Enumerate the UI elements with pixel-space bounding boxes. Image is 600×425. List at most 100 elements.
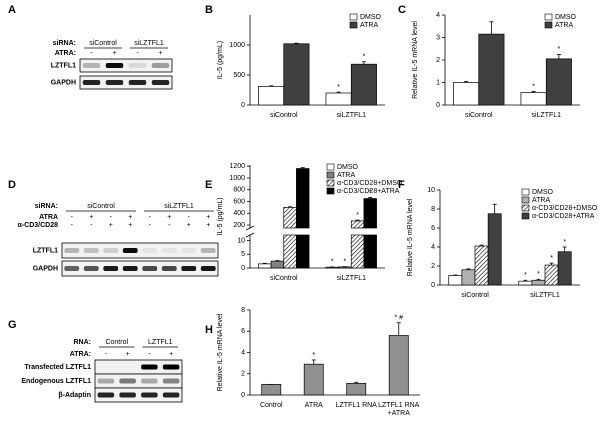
band — [128, 63, 147, 68]
lane-sign: - — [149, 222, 152, 229]
annotation: * — [331, 259, 334, 266]
annotation: * — [537, 271, 540, 278]
y-tick-label: 8 — [241, 307, 245, 314]
legend-label: α-CD3/CD28+DMSO — [337, 180, 403, 187]
legend-label: α-CD3/CD28+ATRA — [337, 188, 400, 195]
legend-label: ATRA — [532, 197, 550, 204]
annotation: * — [337, 84, 340, 91]
annotation: * — [532, 83, 535, 90]
bar — [261, 384, 282, 396]
blot-box — [61, 242, 219, 259]
x-tick-label: siControl — [270, 275, 298, 282]
legend-swatch — [544, 13, 553, 21]
band — [181, 248, 197, 253]
bar — [325, 92, 352, 106]
bar — [363, 234, 377, 269]
y-tick-label: 2 — [431, 263, 435, 270]
band — [151, 63, 170, 68]
bar — [338, 266, 352, 269]
legend-label: α-CD3/CD28+ATRA — [532, 213, 595, 220]
band-label: LZTFL1 — [33, 247, 58, 254]
panel-label: A — [8, 4, 16, 16]
band — [161, 248, 177, 253]
legend-label: ATRA — [555, 22, 573, 29]
x-tick-label: LZTFL1 RNA — [378, 402, 420, 409]
bar — [258, 263, 272, 269]
blot-row-label: ATRA: — [55, 50, 76, 57]
blot-row-label: siRNA: — [53, 40, 76, 47]
y-axis-label: Relative IL-5 mRNA level — [412, 21, 419, 99]
lane-sign: + — [112, 50, 116, 57]
y-tick-label: 1 — [436, 79, 440, 86]
legend-label: ATRA — [337, 172, 355, 179]
band — [200, 248, 216, 253]
bar — [296, 168, 310, 229]
band — [119, 392, 136, 398]
lane-sign: + — [109, 222, 113, 229]
lane-sign: - — [90, 50, 93, 57]
blot-group: LZTFL1 — [148, 339, 173, 346]
bar — [283, 234, 297, 269]
panel-label: C — [398, 4, 406, 16]
y-tick-label: 0 — [431, 282, 435, 289]
panel-label: E — [205, 179, 212, 191]
y-tick-label: 10 — [427, 187, 435, 194]
bar — [363, 198, 377, 229]
x-tick-label: siLZTFL1 — [336, 112, 366, 119]
blot-group: siLZTFL1 — [164, 203, 194, 210]
x-tick-label: siControl — [461, 292, 489, 299]
y-tick-label: 0 — [241, 102, 245, 109]
band — [105, 80, 124, 85]
blot-row-label: siRNA: — [35, 203, 58, 210]
y-tick-label: 400 — [233, 210, 245, 217]
blot-row-label: α-CD3/CD28 — [18, 222, 59, 229]
y-tick-label: 10 — [237, 237, 245, 244]
legend-swatch — [521, 212, 530, 220]
blot-row-label: RNA: — [74, 339, 92, 346]
annotation: * — [550, 255, 553, 262]
legend-label: DMSO — [532, 189, 554, 196]
y-axis-label: Relative IL-5 mRNA level — [217, 313, 224, 391]
legend-swatch — [544, 21, 553, 29]
panel-label: G — [8, 319, 17, 331]
band-label: LZTFL1 — [51, 62, 76, 69]
lane-sign: - — [168, 222, 171, 229]
x-tick-label: siLZTFL1 — [531, 112, 561, 119]
bar — [518, 280, 533, 286]
y-tick-label: 8 — [431, 206, 435, 213]
y-tick-label: 1000 — [229, 175, 245, 182]
y-tick-label: 0 — [241, 392, 245, 399]
bar — [557, 251, 572, 286]
lane-sign: - — [105, 351, 108, 358]
bar — [258, 86, 285, 106]
annotation: * # — [394, 315, 403, 322]
legend-label: DMSO — [360, 14, 382, 21]
y-tick-label: 200 — [233, 222, 245, 229]
band — [83, 266, 99, 271]
band — [141, 392, 158, 398]
annotation: * — [558, 46, 561, 53]
bar — [544, 264, 559, 286]
y-axis-label: Relative IL-5 mRNA level — [407, 198, 414, 276]
legend-swatch — [349, 13, 358, 21]
band — [142, 248, 158, 253]
y-tick-label: 1200 — [229, 163, 245, 170]
band — [82, 80, 101, 85]
blot-box — [61, 260, 219, 277]
lane-sign: - — [188, 214, 191, 221]
band — [128, 80, 147, 85]
y-tick-label: 5 — [241, 251, 245, 258]
legend-swatch — [521, 196, 530, 204]
x-tick-label: LZTFL1 RNA — [336, 402, 378, 409]
panel-label: D — [8, 179, 16, 191]
band — [105, 63, 124, 68]
panel-label: B — [205, 4, 213, 16]
blot-row-label: ATRA — [39, 214, 58, 221]
y-axis-label: IL-5 (pg/mL) — [217, 41, 224, 79]
bar — [474, 245, 489, 286]
lane-sign: + — [206, 222, 210, 229]
y-tick-label: 2 — [436, 57, 440, 64]
legend-swatch — [521, 204, 530, 212]
blot-group: Control — [105, 339, 128, 346]
